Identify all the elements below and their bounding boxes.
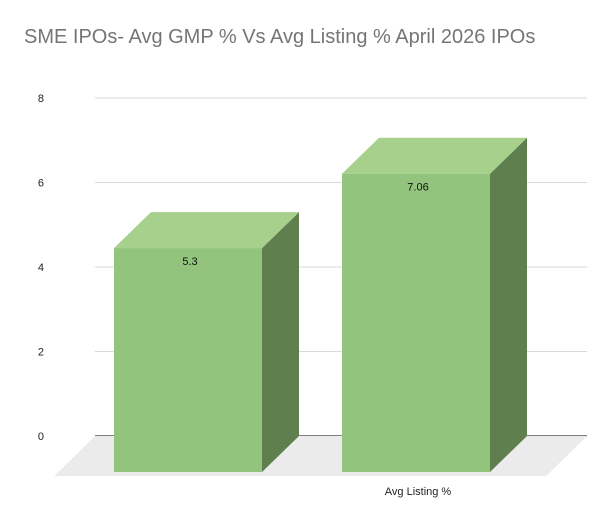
bar-side (490, 137, 527, 472)
bars (114, 137, 527, 472)
y-axis-ticks: 0 2 4 6 8 (38, 93, 44, 443)
bar-front (342, 173, 490, 472)
bar (342, 137, 527, 472)
bar-front (114, 248, 262, 472)
labels: 5.3 7.06 Avg Listing % (182, 182, 451, 498)
x-category-label: Avg Listing % (385, 486, 452, 498)
data-label: 5.3 (182, 256, 197, 268)
bar (114, 212, 299, 472)
bar-top (114, 212, 299, 249)
chart-title: SME IPOs- Avg GMP % Vs Avg Listing % Apr… (24, 26, 536, 48)
y-tick-label: 2 (38, 347, 44, 359)
bar-top (342, 137, 527, 174)
y-tick-label: 8 (38, 93, 44, 105)
data-label: 7.06 (407, 182, 428, 194)
bar-side (262, 212, 299, 472)
y-tick-label: 6 (38, 178, 44, 190)
y-tick-label: 4 (38, 262, 44, 274)
y-tick-label: 0 (38, 431, 44, 443)
